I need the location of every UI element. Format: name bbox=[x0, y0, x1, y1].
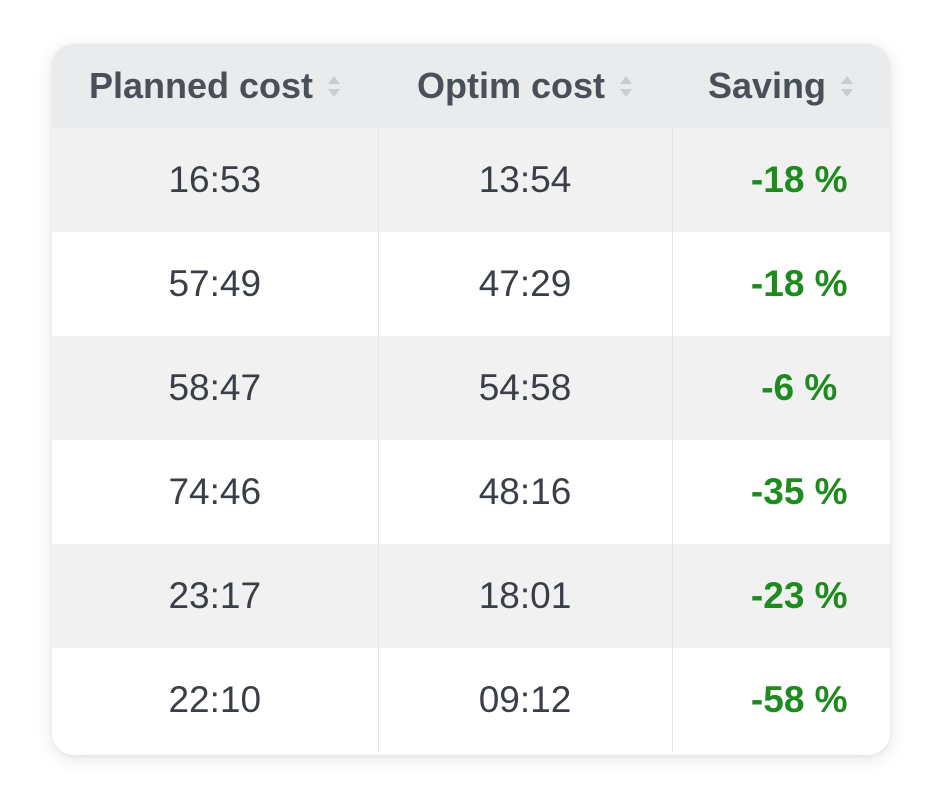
planned-cost-cell: 22:10 bbox=[52, 648, 379, 752]
planned-cost-cell: 23:17 bbox=[52, 544, 379, 648]
header-label: Planned cost bbox=[88, 65, 314, 106]
saving-value: -6 % bbox=[761, 367, 838, 408]
sort-icon[interactable] bbox=[619, 75, 633, 97]
optim-cost-cell: 09:12 bbox=[378, 648, 673, 752]
optim-cost-cell: 47:29 bbox=[378, 232, 673, 336]
planned-cost-cell: 57:49 bbox=[52, 232, 379, 336]
table-header: Planned cost Optim cost Saving bbox=[52, 44, 890, 128]
header-optim-cost[interactable]: Optim cost bbox=[378, 44, 672, 128]
sort-icon[interactable] bbox=[327, 75, 341, 97]
table-row: 22:10 09:12 -58 % bbox=[52, 648, 890, 752]
planned-cost-cell: 16:53 bbox=[52, 128, 379, 232]
table-body: 16:53 13:54 -18 % 57:49 47:29 -18 % 58:4… bbox=[52, 128, 890, 752]
cost-table: Planned cost Optim cost Saving bbox=[52, 44, 890, 752]
table-row: 23:17 18:01 -23 % bbox=[52, 544, 890, 648]
table-row: 57:49 47:29 -18 % bbox=[52, 232, 890, 336]
saving-cell: -58 % bbox=[672, 648, 890, 752]
saving-value: -23 % bbox=[750, 575, 848, 616]
optim-cost-cell: 48:16 bbox=[378, 440, 673, 544]
table-row: 16:53 13:54 -18 % bbox=[52, 128, 890, 232]
cost-table-card: Planned cost Optim cost Saving bbox=[52, 44, 890, 755]
saving-value: -18 % bbox=[750, 159, 848, 200]
saving-cell: -35 % bbox=[672, 440, 890, 544]
optim-cost-cell: 13:54 bbox=[378, 128, 673, 232]
header-label: Saving bbox=[707, 65, 827, 106]
header-planned-cost[interactable]: Planned cost bbox=[52, 44, 378, 128]
header-saving[interactable]: Saving bbox=[672, 44, 890, 128]
table-row: 58:47 54:58 -6 % bbox=[52, 336, 890, 440]
saving-cell: -18 % bbox=[672, 128, 890, 232]
header-row: Planned cost Optim cost Saving bbox=[52, 44, 890, 128]
saving-cell: -23 % bbox=[672, 544, 890, 648]
sort-icon[interactable] bbox=[840, 75, 854, 97]
planned-cost-cell: 74:46 bbox=[52, 440, 379, 544]
table-row: 74:46 48:16 -35 % bbox=[52, 440, 890, 544]
header-label: Optim cost bbox=[416, 65, 605, 106]
saving-value: -58 % bbox=[750, 679, 848, 720]
saving-value: -18 % bbox=[750, 263, 848, 304]
planned-cost-cell: 58:47 bbox=[52, 336, 379, 440]
saving-value: -35 % bbox=[750, 471, 848, 512]
saving-cell: -6 % bbox=[672, 336, 890, 440]
optim-cost-cell: 54:58 bbox=[378, 336, 673, 440]
saving-cell: -18 % bbox=[672, 232, 890, 336]
optim-cost-cell: 18:01 bbox=[378, 544, 673, 648]
